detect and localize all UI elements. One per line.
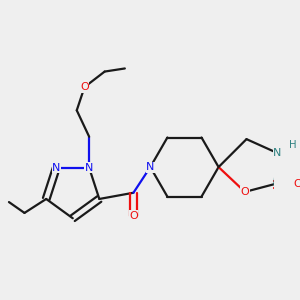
Text: O: O (129, 211, 138, 221)
Text: N: N (146, 162, 154, 172)
Text: O: O (241, 187, 249, 197)
Text: N: N (52, 163, 61, 173)
Text: O: O (80, 82, 89, 92)
Text: N: N (85, 163, 93, 173)
Text: H: H (289, 140, 297, 150)
Text: N: N (273, 148, 282, 158)
Text: O: O (293, 179, 300, 189)
